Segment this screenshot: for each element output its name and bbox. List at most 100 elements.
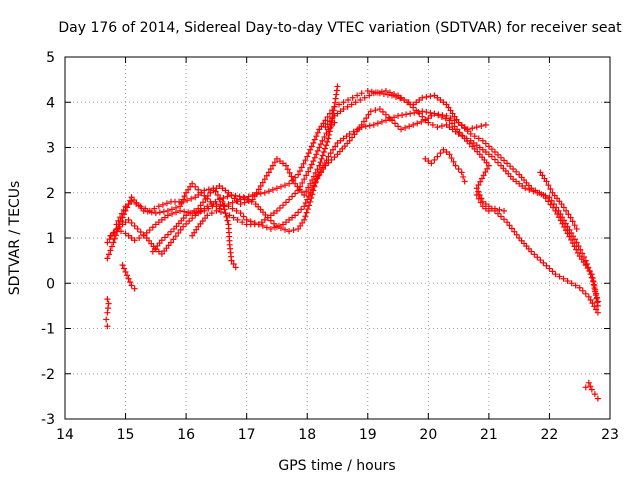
data-point — [494, 159, 501, 166]
series-track-f — [149, 83, 341, 255]
series-fragment-3 — [422, 146, 468, 185]
data-point — [349, 94, 356, 101]
data-point — [304, 196, 311, 203]
data-point — [552, 271, 559, 278]
data-point — [334, 110, 341, 117]
data-point — [160, 208, 167, 215]
data-point — [128, 219, 135, 226]
data-point — [197, 202, 204, 209]
data-point — [425, 119, 432, 126]
plot-frame — [64, 56, 611, 420]
data-point — [449, 110, 456, 117]
data-point — [395, 92, 402, 99]
data-point — [273, 223, 280, 230]
data-point — [276, 158, 283, 165]
data-point — [310, 158, 317, 165]
data-point — [110, 229, 117, 236]
data-point — [376, 106, 383, 113]
data-point — [117, 214, 124, 221]
data-point — [419, 113, 426, 120]
data-point — [159, 201, 166, 208]
data-point — [538, 191, 545, 198]
data-point — [280, 160, 286, 167]
data-point — [333, 91, 340, 98]
data-point — [216, 196, 223, 203]
data-point — [105, 251, 112, 258]
data-point — [356, 125, 363, 132]
data-point — [446, 151, 453, 158]
data-point — [257, 182, 264, 189]
data-point — [403, 111, 410, 118]
data-point — [594, 302, 601, 309]
chart-title: Day 176 of 2014, Sidereal Day-to-day VTE… — [58, 20, 622, 36]
data-point — [230, 261, 237, 268]
data-point — [543, 262, 550, 269]
data-point — [352, 99, 359, 106]
data-point — [146, 227, 153, 234]
data-point — [104, 309, 111, 316]
data-point — [480, 172, 487, 179]
data-point — [107, 247, 114, 254]
data-point — [124, 272, 131, 279]
chart-points — [103, 83, 601, 402]
series-fragment-1 — [103, 296, 112, 330]
data-point — [344, 103, 351, 110]
data-point — [204, 212, 211, 219]
data-point — [510, 176, 517, 183]
data-point — [334, 83, 341, 90]
data-point — [437, 150, 444, 157]
data-point — [137, 203, 144, 210]
data-point — [570, 233, 577, 240]
data-point — [513, 168, 520, 175]
data-point — [316, 144, 323, 151]
data-point — [443, 149, 450, 156]
data-point — [181, 208, 188, 215]
data-point — [378, 118, 385, 125]
data-point — [184, 197, 191, 204]
data-point — [361, 94, 368, 101]
data-point — [118, 228, 125, 235]
data-point — [579, 250, 586, 257]
data-point — [434, 124, 441, 131]
data-point — [103, 316, 110, 323]
data-point — [104, 255, 111, 262]
data-point — [131, 222, 138, 229]
data-point — [105, 300, 112, 307]
data-point — [217, 208, 224, 215]
data-point — [572, 282, 579, 289]
data-point — [305, 168, 312, 175]
data-point — [340, 106, 347, 113]
data-point — [292, 212, 299, 219]
data-point — [427, 93, 434, 100]
data-point — [482, 149, 489, 156]
y-tick-label: 1 — [46, 231, 55, 247]
data-point — [590, 281, 597, 288]
data-point — [425, 158, 432, 165]
data-point — [225, 189, 232, 196]
data-point — [494, 151, 501, 158]
data-point — [312, 179, 319, 186]
data-point — [318, 123, 325, 130]
data-point — [455, 130, 462, 137]
data-point — [233, 207, 240, 214]
data-point — [183, 189, 190, 196]
data-point — [304, 206, 311, 213]
data-point — [471, 133, 478, 140]
data-point — [308, 161, 315, 168]
data-point — [537, 169, 544, 176]
data-point — [391, 114, 398, 121]
data-point — [575, 243, 582, 250]
data-point — [208, 210, 215, 217]
data-point — [286, 180, 293, 187]
data-point — [370, 90, 377, 97]
data-point — [478, 123, 485, 130]
data-point — [228, 257, 235, 264]
data-point — [168, 210, 175, 217]
data-point — [151, 205, 158, 212]
data-point — [216, 205, 223, 212]
data-point — [192, 194, 199, 201]
data-point — [164, 212, 171, 219]
data-point — [491, 205, 498, 212]
data-point — [303, 188, 310, 195]
data-point — [265, 188, 272, 195]
